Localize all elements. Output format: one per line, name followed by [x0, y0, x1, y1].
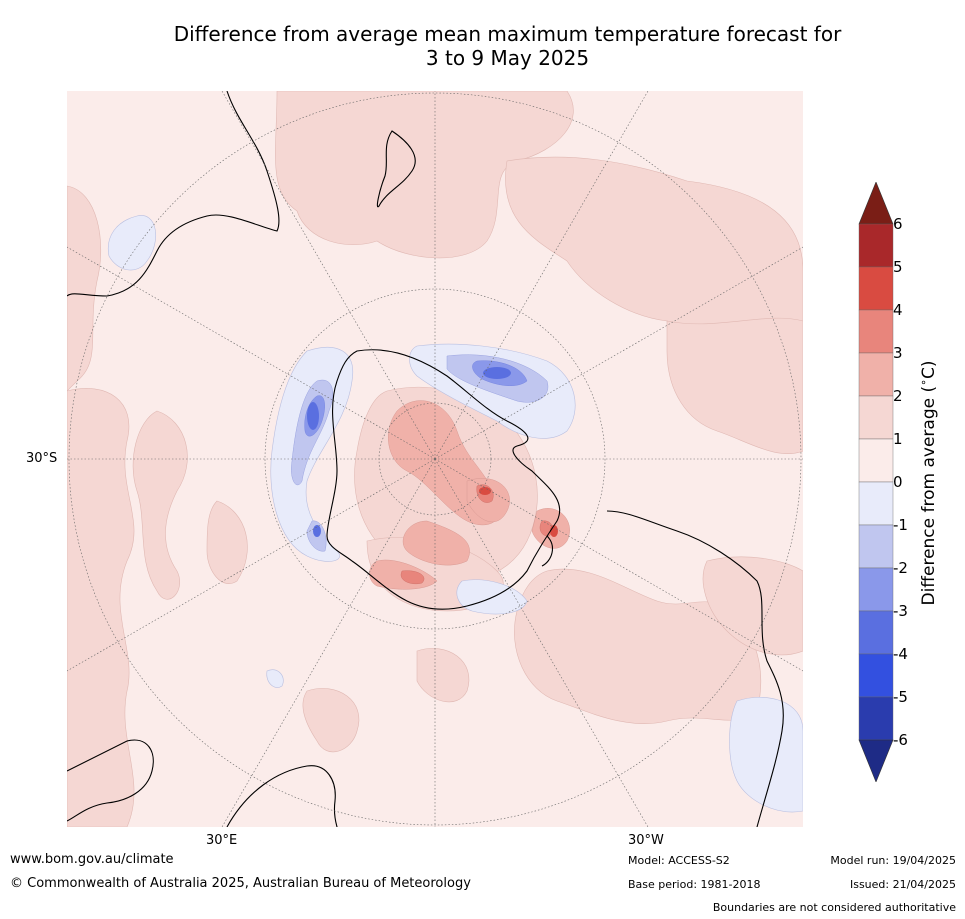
colorbar-tick-label: 6	[893, 215, 903, 233]
footer-base-period: Base period: 1981-2018	[628, 878, 761, 891]
colorbar-tick-label: 0	[893, 473, 903, 491]
colorbar-tick-label: -1	[893, 516, 908, 534]
colorbar-tick-label: -6	[893, 731, 908, 749]
colorbar-tick-label: -3	[893, 602, 908, 620]
lat-label-30s: 30°S	[26, 451, 58, 466]
colorbar-segment	[858, 309, 894, 354]
colorbar-segment	[858, 567, 894, 612]
colorbar	[858, 182, 894, 782]
footer-model-run: Model run: 19/04/2025	[830, 854, 956, 867]
colorbar-label: Difference from average (∘C)	[917, 360, 939, 606]
colorbar-extend-min	[858, 739, 894, 782]
warm-anomaly-regions	[67, 91, 803, 827]
colorbar-segment	[858, 524, 894, 569]
colorbar-segment	[858, 395, 894, 440]
polar-map	[67, 91, 803, 827]
colorbar-tick-label: -5	[893, 688, 908, 706]
colorbar-tick-label: 5	[893, 258, 903, 276]
colorbar-segment	[858, 223, 894, 268]
footer-website: www.bom.gov.au/climate	[10, 852, 174, 867]
colorbar-tick-label: 2	[893, 387, 903, 405]
lon-label-30e: 30°E	[206, 833, 238, 848]
colorbar-segment	[858, 696, 894, 741]
colorbar-tick-label: -2	[893, 559, 908, 577]
strongest-cool-regions	[307, 367, 511, 537]
colorbar-extend-max	[858, 182, 894, 225]
footer-disclaimer: Boundaries are not considered authoritat…	[712, 901, 956, 914]
colorbar-segments	[858, 182, 894, 782]
colorbar-tick-label: 1	[893, 430, 903, 448]
coastlines	[67, 91, 784, 827]
title-line-1: Difference from average mean maximum tem…	[173, 22, 842, 46]
colorbar-tick-label: 3	[893, 344, 903, 362]
colorbar-segment	[858, 481, 894, 526]
colorbar-segment	[858, 610, 894, 655]
colorbar-segment	[858, 266, 894, 311]
footer-model: Model: ACCESS-S2	[628, 854, 730, 867]
colorbar-tick-label: 4	[893, 301, 903, 319]
footer-issued: Issued: 21/04/2025	[849, 878, 956, 891]
lon-label-30w: 30°W	[628, 833, 664, 848]
colorbar-segment	[858, 352, 894, 397]
colorbar-segment	[858, 653, 894, 698]
meridians	[67, 91, 803, 827]
footer-copyright: © Commonwealth of Australia 2025, Austra…	[10, 876, 471, 891]
map-svg	[67, 91, 803, 827]
colorbar-tick-label: -4	[893, 645, 908, 663]
chart-title: Difference from average mean maximum tem…	[60, 22, 955, 70]
title-line-2: 3 to 9 May 2025	[425, 46, 590, 70]
colorbar-segment	[858, 438, 894, 483]
